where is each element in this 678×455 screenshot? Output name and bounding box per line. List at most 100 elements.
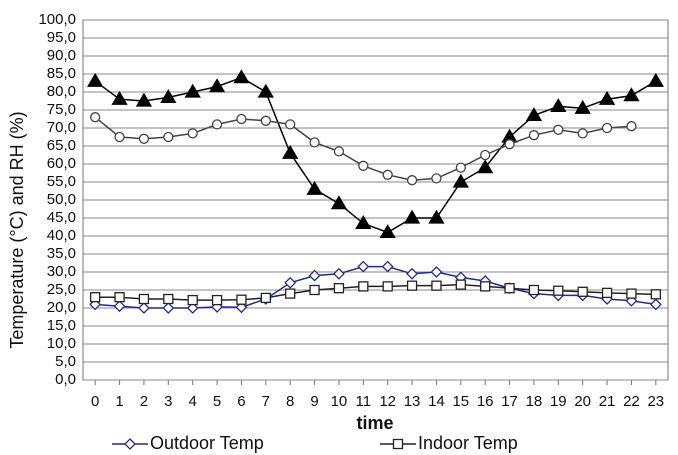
legend-marker (124, 438, 136, 450)
point (428, 209, 445, 224)
x-tick-label: 13 (404, 393, 421, 410)
point (381, 260, 394, 273)
point (257, 83, 274, 98)
point (236, 294, 247, 305)
x-tick-label: 19 (550, 393, 567, 410)
y-tick-label: 80,0 (47, 83, 76, 100)
y-tick-label: 90,0 (47, 47, 76, 64)
y-tick-label: 70,0 (47, 119, 76, 136)
point (330, 195, 348, 210)
y-tick-label: 5,0 (55, 353, 76, 370)
point (430, 266, 443, 278)
point (114, 292, 125, 303)
point (285, 288, 296, 299)
point (650, 289, 661, 300)
point (480, 281, 491, 292)
point (138, 302, 150, 314)
point (504, 283, 515, 294)
point (649, 298, 662, 311)
x-tick-label: 20 (574, 393, 591, 410)
y-tick-label: 25,0 (47, 281, 76, 298)
point (236, 113, 247, 125)
point (138, 293, 150, 305)
x-tick-label: 17 (501, 393, 518, 410)
y-tick-label: 35,0 (47, 245, 76, 262)
point (406, 175, 418, 186)
y-tick-label: 15,0 (47, 317, 76, 334)
y-tick-label: 85,0 (47, 65, 76, 82)
x-tick-label: 8 (286, 393, 294, 410)
point (455, 162, 466, 173)
y-tick-label: 95,0 (47, 29, 76, 46)
point (577, 286, 588, 297)
y-tick-label: 55,0 (47, 173, 76, 190)
y-tick-label: 10,0 (47, 335, 76, 352)
x-tick-label: 9 (310, 393, 318, 410)
point (309, 137, 320, 148)
x-tick-label: 14 (428, 393, 445, 410)
point (598, 90, 616, 105)
point (525, 107, 543, 122)
x-tick-label: 2 (140, 393, 148, 410)
y-tick-label: 65,0 (47, 137, 76, 154)
x-tick-label: 11 (356, 393, 372, 410)
point (626, 121, 637, 132)
point (358, 281, 369, 292)
point (308, 269, 321, 282)
y-tick-label: 60,0 (47, 155, 76, 172)
point (90, 292, 101, 303)
point (623, 87, 640, 102)
point (504, 139, 515, 150)
point (357, 260, 370, 273)
point (626, 288, 637, 299)
point (333, 283, 345, 294)
x-tick-label: 7 (262, 393, 270, 410)
x-tick-label: 0 (91, 393, 99, 410)
point (431, 280, 442, 291)
point (111, 90, 128, 105)
point (382, 281, 393, 292)
x-tick-label: 23 (647, 393, 664, 410)
y-axis-title: Temperature (°C) and RH (%) (7, 111, 27, 348)
point (163, 131, 174, 143)
point (431, 173, 442, 184)
point (282, 144, 299, 159)
point (260, 292, 271, 304)
y-tick-label: 100,0 (38, 11, 76, 28)
point (553, 285, 564, 296)
y-tick-label: 75,0 (47, 101, 76, 118)
point (233, 69, 250, 84)
point (601, 122, 613, 134)
point (452, 173, 469, 188)
point (284, 276, 297, 289)
legend-label: Indoor Temp (418, 433, 518, 453)
y-tick-label: 50,0 (47, 191, 76, 208)
point (162, 302, 175, 314)
legend-marker (392, 438, 404, 450)
x-tick-label: 5 (213, 393, 221, 410)
point (477, 159, 494, 174)
point (574, 99, 591, 114)
point (184, 83, 201, 98)
point (550, 98, 567, 113)
point (333, 146, 345, 157)
point (135, 92, 153, 107)
point (528, 284, 540, 296)
point (90, 112, 101, 123)
point (333, 267, 345, 280)
point (403, 209, 421, 224)
point (306, 180, 323, 195)
point (208, 78, 226, 93)
x-tick-label: 1 (115, 393, 123, 410)
x-tick-label: 22 (623, 393, 640, 410)
point (455, 279, 466, 290)
x-tick-label: 10 (331, 393, 348, 410)
point (358, 160, 369, 171)
x-tick-label: 12 (379, 393, 396, 410)
point (187, 128, 198, 139)
point (480, 149, 491, 161)
point (406, 267, 418, 280)
point (406, 280, 418, 291)
x-tick-label: 6 (237, 393, 245, 410)
